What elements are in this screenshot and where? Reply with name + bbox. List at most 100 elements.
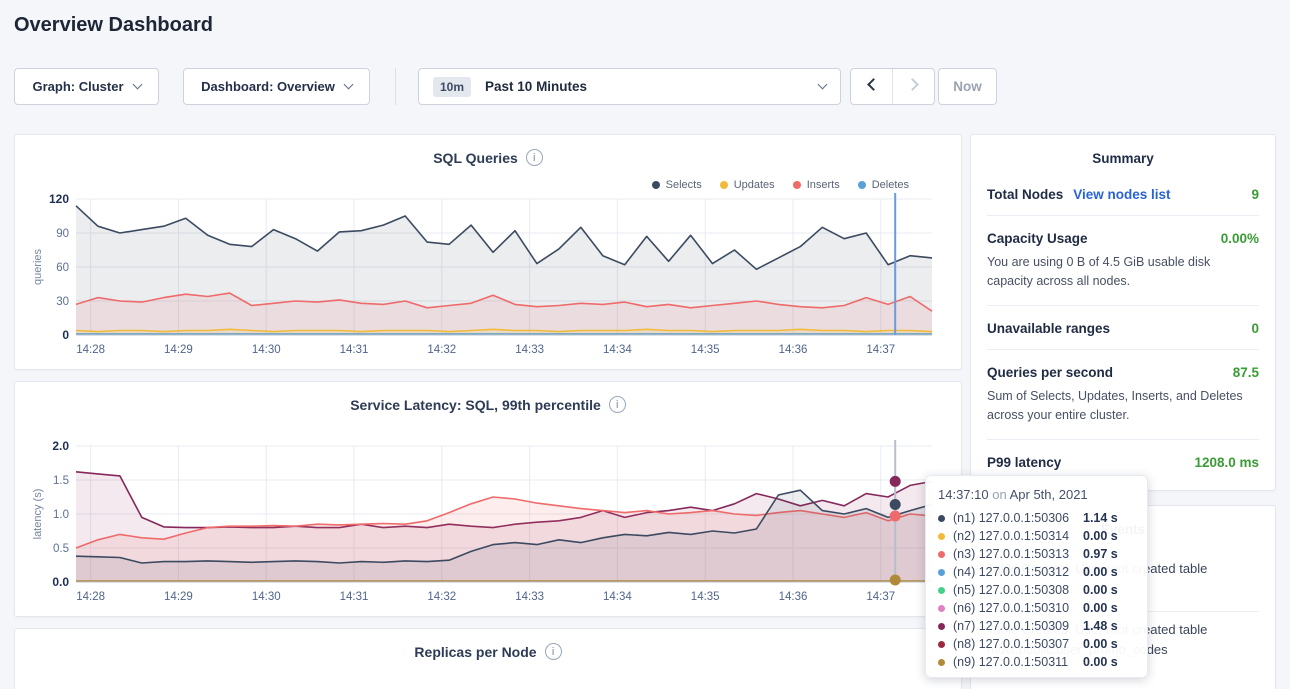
svg-text:14:36: 14:36 [779,591,808,603]
svg-text:30: 30 [56,296,69,308]
node-color-dot-icon [938,640,945,648]
info-icon[interactable]: i [608,396,626,413]
svg-text:queries: queries [32,248,44,285]
qps-label: Queries per second [987,364,1114,380]
tooltip-row-n3: (n3) 127.0.0.1:50313 0.97 s [938,545,1135,563]
replicas-per-node-title: Replicas per Node i [15,629,961,660]
sql-queries-legend: Selects Updates Inserts Deletes [651,179,909,191]
tooltip-row-n7: (n7) 127.0.0.1:50309 1.48 s [938,617,1135,635]
tooltip-row-n1: (n1) 127.0.0.1:50306 1.14 s [938,509,1135,527]
summary-row-p99: P99 latency 1208.0 ms [987,438,1259,483]
svg-text:14:29: 14:29 [164,344,193,356]
svg-text:60: 60 [56,262,69,274]
view-nodes-list-link[interactable]: View nodes list [1073,187,1171,202]
summary-panel: Summary Total Nodes View nodes list 9 Ca… [970,134,1276,491]
dashboard-dropdown[interactable]: Dashboard: Overview [183,68,370,105]
chevron-left-icon [866,78,880,91]
chevron-down-icon [817,79,828,90]
page-title: Overview Dashboard [14,14,213,36]
svg-text:14:35: 14:35 [691,591,720,603]
time-prev-button[interactable] [851,69,892,104]
unavailable-ranges-label: Unavailable ranges [987,320,1111,336]
svg-text:14:29: 14:29 [164,591,193,603]
service-latency-chart[interactable]: 14:28 14:29 14:30 14:31 14:32 14:33 14:34 14:35… [15,438,963,610]
svg-text:14:33: 14:33 [515,344,544,356]
selects-dot-icon [651,181,660,189]
qps-value: 87.5 [1232,364,1259,380]
updates-dot-icon [719,181,728,189]
node-color-dot-icon [938,658,945,666]
deletes-dot-icon [857,181,866,189]
tooltip-row-n5: (n5) 127.0.0.1:50308 0.00 s [938,581,1135,599]
svg-text:latency (s): latency (s) [32,489,44,540]
capacity-usage-value: 0.00% [1220,231,1259,246]
info-icon[interactable]: i [525,149,543,166]
svg-text:14:37: 14:37 [866,344,895,356]
sql-queries-chart[interactable]: 14:28 14:29 14:30 14:31 14:32 14:33 14:34 14:35… [15,191,963,363]
tooltip-row-n6: (n6) 127.0.0.1:50310 0.00 s [938,599,1135,617]
inserts-dot-icon [792,181,801,189]
chevron-down-icon [132,79,142,90]
service-latency-card: Service Latency: SQL, 99th percentile i … [14,381,962,617]
svg-text:14:34: 14:34 [603,344,632,356]
summary-row-unavailable: Unavailable ranges 0 [987,304,1259,349]
svg-text:14:31: 14:31 [340,344,369,356]
time-nav-group [850,68,935,105]
sql-queries-title: SQL Queries i [15,135,961,166]
sql-queries-card: SQL Queries i Selects Updates Inserts De… [14,134,962,370]
time-range-label: Past 10 Minutes [485,79,588,94]
summary-row-total-nodes: Total Nodes View nodes list 9 [987,172,1259,215]
node-color-dot-icon [938,604,945,612]
summary-body: Total Nodes View nodes list 9 Capacity U… [971,166,1275,483]
node-color-dot-icon [938,622,945,630]
total-nodes-value: 9 [1251,187,1259,202]
p99-latency-value: 1208.0 ms [1194,454,1259,470]
chart-hover-tooltip: 14:37:10 on Apr 5th, 2021 (n1) 127.0.0.1… [925,475,1148,678]
svg-text:14:35: 14:35 [691,344,720,356]
replicas-per-node-card: Replicas per Node i [14,628,962,689]
summary-row-capacity: Capacity Usage 0.00% You are using 0 B o… [987,215,1259,305]
time-range-dropdown[interactable]: 10m Past 10 Minutes [418,68,841,105]
svg-text:14:28: 14:28 [76,344,105,356]
controls-divider [395,68,396,105]
tooltip-date: Apr 5th, 2021 [1009,487,1088,502]
svg-text:14:32: 14:32 [427,344,456,356]
legend-item-inserts[interactable]: Inserts [792,179,840,191]
time-range-badge: 10m [433,76,472,97]
svg-text:14:31: 14:31 [340,591,369,603]
svg-text:14:33: 14:33 [515,591,544,603]
dashboard-dropdown-label: Dashboard: Overview [201,79,335,94]
node-color-dot-icon [938,586,945,594]
now-button[interactable]: Now [938,68,997,105]
tooltip-row-n4: (n4) 127.0.0.1:50312 0.00 s [938,563,1135,581]
tooltip-row-n2: (n2) 127.0.0.1:50314 0.00 s [938,527,1135,545]
unavailable-ranges-value: 0 [1251,320,1259,336]
now-button-label: Now [953,79,982,94]
legend-item-selects[interactable]: Selects [651,179,702,191]
chevron-down-icon [343,79,354,90]
legend-item-updates[interactable]: Updates [719,179,775,191]
svg-text:0: 0 [62,328,69,342]
node-color-dot-icon [938,550,945,558]
graph-dropdown[interactable]: Graph: Cluster [14,68,159,105]
svg-text:2.0: 2.0 [52,439,69,453]
svg-text:14:28: 14:28 [76,591,105,603]
summary-title: Summary [1092,151,1154,166]
time-next-button[interactable] [892,69,934,104]
node-color-dot-icon [938,568,945,576]
p99-latency-label: P99 latency [987,454,1062,470]
svg-text:14:34: 14:34 [603,591,632,603]
svg-text:120: 120 [49,192,69,206]
svg-text:1.5: 1.5 [53,475,69,487]
svg-text:14:37: 14:37 [866,591,895,603]
info-icon[interactable]: i [544,643,562,660]
service-latency-title: Service Latency: SQL, 99th percentile i [15,382,961,413]
svg-text:14:32: 14:32 [427,591,456,603]
svg-text:0.0: 0.0 [52,575,69,589]
tooltip-row-n9: (n9) 127.0.0.1:50311 0.00 s [938,653,1135,671]
legend-item-deletes[interactable]: Deletes [857,179,909,191]
tooltip-row-n8: (n8) 127.0.0.1:50307 0.00 s [938,635,1135,653]
tooltip-timestamp: 14:37:10 on Apr 5th, 2021 [938,487,1088,502]
total-nodes-label: Total Nodes [987,187,1064,202]
